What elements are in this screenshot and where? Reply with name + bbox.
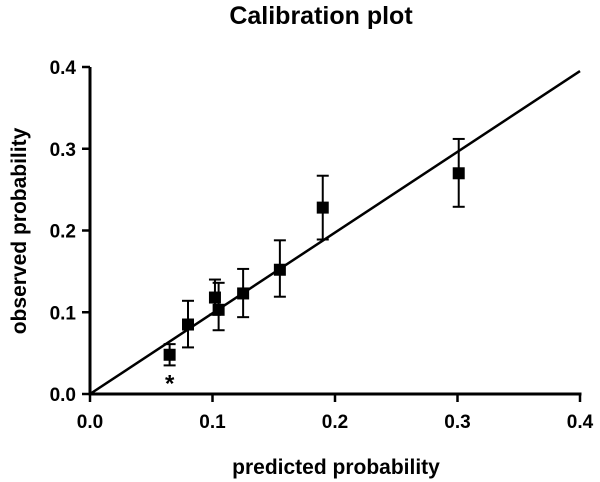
reference-line-layer — [89, 70, 581, 396]
y-tick-label: 0.4 — [50, 58, 77, 79]
x-tick-label: 0.3 — [444, 412, 470, 433]
y-tick-label: 0.1 — [50, 303, 77, 324]
data-point — [316, 201, 329, 214]
x-axis-label: predicted probability — [232, 456, 440, 479]
points-layer — [163, 137, 465, 367]
axes: 0.0 0.1 0.2 0.3 0.4 0.0 0.1 0.2 0.3 0.4 — [50, 58, 594, 433]
y-tick-label: 0.2 — [50, 222, 76, 243]
data-point — [452, 167, 465, 180]
chart-title: Calibration plot — [229, 2, 413, 30]
x-tick-label: 0.0 — [77, 412, 103, 433]
data-point — [163, 348, 176, 361]
annotation-asterisk: * — [165, 371, 175, 398]
x-tick-label: 0.4 — [567, 412, 594, 433]
data-point — [273, 263, 286, 276]
y-tick-label: 0.3 — [50, 140, 76, 161]
y-axis-label: observed probability — [8, 127, 31, 334]
data-point — [182, 318, 194, 331]
x-tick-label: 0.1 — [199, 412, 226, 433]
data-point — [237, 287, 250, 300]
reference-line — [89, 70, 581, 396]
x-tick-label: 0.2 — [322, 412, 348, 433]
y-tick-label: 0.0 — [50, 385, 76, 406]
data-point — [212, 303, 225, 316]
annotation-layer: * — [165, 371, 175, 398]
